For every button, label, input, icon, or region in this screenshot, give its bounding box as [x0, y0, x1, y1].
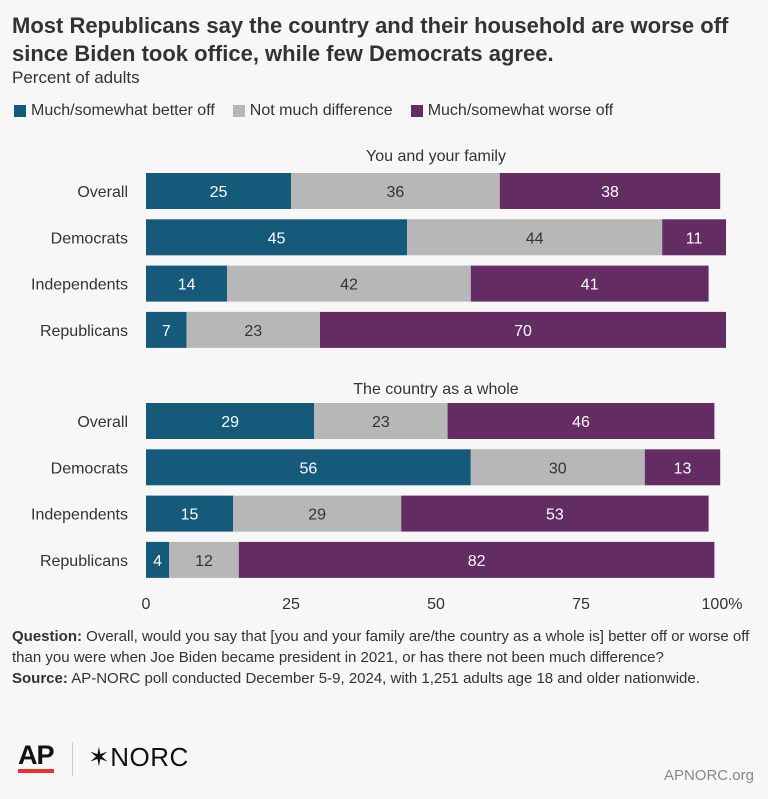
row-label-republicans: Republicans [40, 553, 128, 570]
bar-you-and-your-family-overall-not-much-difference [291, 173, 500, 209]
bar-you-and-your-family-republicans-much-somewhat-worse-off [320, 311, 726, 348]
source-label: Source: [12, 670, 68, 687]
legend-label-better: Much/somewhat better off [31, 102, 215, 119]
bar-you-and-your-family-overall-much-somewhat-worse-off [499, 173, 721, 209]
stacked-bar-chart: You and your family Overall 25 36 38 Democrat… [31, 148, 743, 613]
ap-logo: AP [18, 742, 55, 773]
data-label-the-country-as-a-whole-republicans-much-somewhat-better-off: 4 [153, 553, 162, 570]
logo-divider [72, 742, 73, 776]
site-link[interactable]: APNORC.org [663, 767, 754, 784]
norc-logo: ✶NORC [88, 742, 189, 772]
data-label-the-country-as-a-whole-overall-not-much-difference: 23 [372, 414, 390, 431]
bar-the-country-as-a-whole-republicans-much-somewhat-worse-off [238, 541, 715, 578]
bar-the-country-as-a-whole-republicans-not-much-difference [169, 541, 239, 578]
data-label-you-and-your-family-republicans-much-somewhat-worse-off: 70 [514, 323, 532, 340]
question-label: Question: [12, 628, 82, 645]
question-text: Overall, would you say that [you and you… [12, 628, 750, 666]
data-label-the-country-as-a-whole-democrats-much-somewhat-worse-off: 13 [674, 460, 692, 477]
bar-the-country-as-a-whole-republicans-much-somewhat-better-off [146, 541, 170, 578]
bar-you-and-your-family-democrats-much-somewhat-worse-off [662, 219, 726, 256]
bar-the-country-as-a-whole-democrats-much-somewhat-better-off [146, 449, 471, 486]
source-text: AP-NORC poll conducted December 5-9, 202… [67, 670, 700, 687]
data-label-you-and-your-family-independents-not-much-difference: 42 [340, 277, 358, 294]
row-label-independents: Independents [31, 507, 128, 524]
data-label-you-and-your-family-democrats-much-somewhat-better-off: 45 [268, 230, 286, 247]
bar-the-country-as-a-whole-independents-much-somewhat-better-off [146, 495, 233, 532]
legend-swatch-no-difference [232, 105, 245, 117]
bar-the-country-as-a-whole-independents-much-somewhat-worse-off [401, 495, 709, 532]
bar-the-country-as-a-whole-overall-much-somewhat-worse-off [447, 403, 715, 439]
legend-label-no-difference: Not much difference [249, 102, 393, 119]
panel-title-you-and-your-family: You and your family [366, 148, 506, 165]
legend-item-better: Much/somewhat better off [14, 102, 215, 120]
footnotes: Question: Overall, would you say that [y… [12, 626, 757, 689]
chart-title: Most Republicans say the country and the… [12, 13, 729, 66]
data-label-you-and-your-family-overall-not-much-difference: 36 [387, 184, 405, 201]
row-label-democrats: Democrats [51, 460, 128, 477]
data-label-you-and-your-family-independents-much-somewhat-worse-off: 41 [581, 277, 599, 294]
x-tick-75: 75 [572, 596, 590, 613]
data-label-you-and-your-family-overall-much-somewhat-better-off: 25 [210, 184, 228, 201]
data-label-the-country-as-a-whole-independents-much-somewhat-better-off: 15 [181, 507, 199, 524]
legend-label-worse: Much/somewhat worse off [427, 102, 614, 119]
row-label-overall: Overall [77, 414, 128, 431]
data-label-you-and-your-family-republicans-much-somewhat-better-off: 7 [162, 323, 171, 340]
bar-you-and-your-family-democrats-not-much-difference [407, 219, 663, 256]
bar-you-and-your-family-republicans-not-much-difference [186, 311, 320, 348]
legend-swatch-better [14, 105, 26, 117]
data-label-you-and-your-family-overall-much-somewhat-worse-off: 38 [601, 184, 619, 201]
source-note: Source: AP-NORC poll conducted December … [12, 668, 757, 689]
data-label-the-country-as-a-whole-independents-much-somewhat-worse-off: 53 [546, 507, 564, 524]
bar-you-and-your-family-independents-much-somewhat-worse-off [470, 265, 709, 302]
bar-the-country-as-a-whole-independents-not-much-difference [233, 495, 402, 532]
data-label-the-country-as-a-whole-overall-much-somewhat-better-off: 29 [221, 414, 239, 431]
row-label-democrats: Democrats [51, 230, 128, 247]
legend-item-worse: Much/somewhat worse off [410, 102, 614, 120]
data-label-the-country-as-a-whole-independents-not-much-difference: 29 [308, 507, 326, 524]
legend-swatch-worse [410, 105, 423, 117]
x-tick-0: 0 [142, 596, 151, 613]
data-label-the-country-as-a-whole-overall-much-somewhat-worse-off: 46 [572, 414, 590, 431]
row-label-overall: Overall [77, 184, 128, 201]
data-label-the-country-as-a-whole-republicans-much-somewhat-worse-off: 82 [468, 553, 486, 570]
bar-you-and-your-family-democrats-much-somewhat-better-off [146, 219, 407, 256]
question-note: Question: Overall, would you say that [y… [12, 626, 757, 668]
data-label-you-and-your-family-democrats-not-much-difference: 44 [526, 230, 544, 247]
row-label-independents: Independents [31, 277, 128, 294]
data-label-the-country-as-a-whole-republicans-not-much-difference: 12 [195, 553, 213, 570]
bar-you-and-your-family-republicans-much-somewhat-better-off [146, 311, 187, 348]
data-label-you-and-your-family-democrats-much-somewhat-worse-off: 11 [686, 230, 703, 247]
data-label-you-and-your-family-independents-much-somewhat-better-off: 14 [178, 277, 196, 294]
panel-title-the-country-as-a-whole: The country as a whole [353, 381, 519, 398]
bar-the-country-as-a-whole-overall-not-much-difference [314, 403, 448, 439]
x-tick-25: 25 [282, 596, 300, 613]
bar-the-country-as-a-whole-overall-much-somewhat-better-off [146, 403, 315, 439]
legend-item-no-difference: Not much difference [232, 102, 393, 120]
data-label-the-country-as-a-whole-democrats-not-much-difference: 30 [549, 460, 567, 477]
x-tick-50: 50 [427, 596, 445, 613]
chart-subtitle: Percent of adults [12, 68, 140, 87]
x-tick-100: 100% [702, 596, 743, 613]
row-label-republicans: Republicans [40, 323, 128, 340]
bar-you-and-your-family-independents-much-somewhat-better-off [146, 265, 228, 302]
bar-you-and-your-family-independents-not-much-difference [227, 265, 471, 302]
data-label-you-and-your-family-republicans-not-much-difference: 23 [244, 323, 262, 340]
bar-you-and-your-family-overall-much-somewhat-better-off [146, 173, 291, 209]
data-label-the-country-as-a-whole-democrats-much-somewhat-better-off: 56 [300, 460, 318, 477]
bar-the-country-as-a-whole-democrats-much-somewhat-worse-off [644, 449, 721, 486]
legend: Much/somewhat better off Not much differ… [14, 100, 631, 122]
bar-the-country-as-a-whole-democrats-not-much-difference [470, 449, 645, 486]
